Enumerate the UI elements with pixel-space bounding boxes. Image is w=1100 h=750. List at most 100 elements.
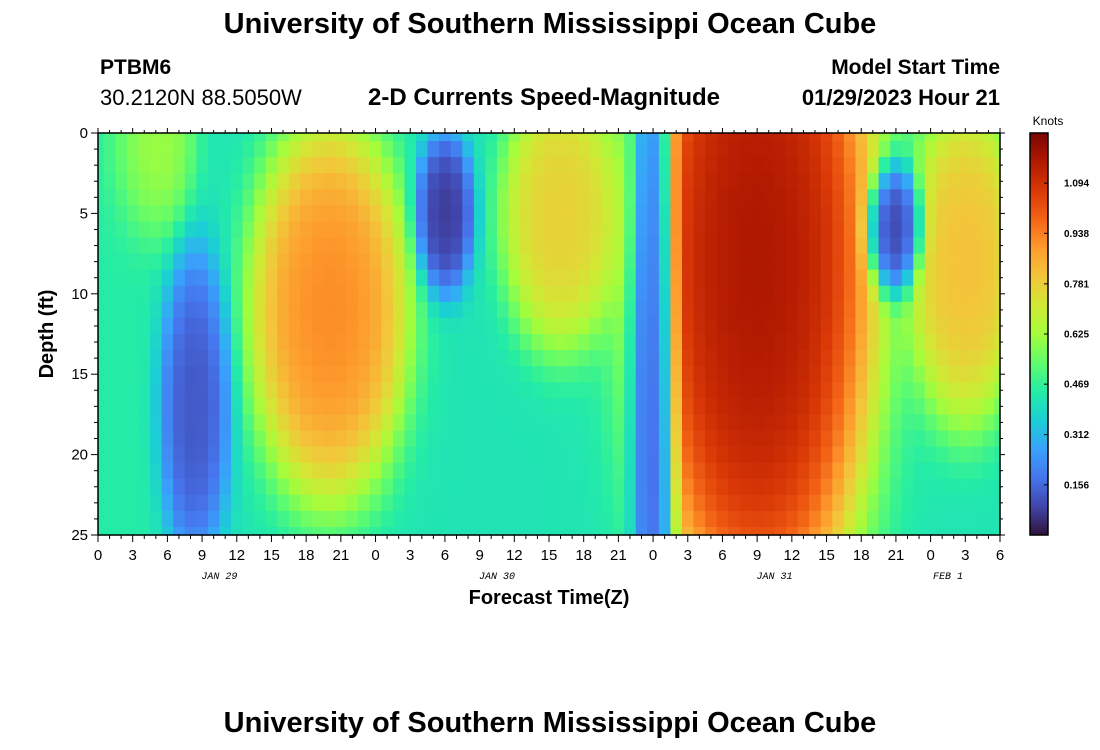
heatmap-cell xyxy=(936,446,949,464)
heatmap-cell xyxy=(323,526,336,536)
heatmap-cell xyxy=(531,446,544,464)
heatmap-cell xyxy=(554,478,567,496)
heatmap-cell xyxy=(115,317,128,335)
heatmap-cell xyxy=(774,133,787,142)
heatmap-cell xyxy=(335,173,348,190)
heatmap-cell xyxy=(392,478,406,496)
heatmap-cell xyxy=(820,478,833,496)
heatmap-cell xyxy=(300,494,313,512)
heatmap-cell xyxy=(786,285,799,303)
heatmap-cell xyxy=(786,301,799,319)
heatmap-cell xyxy=(184,478,197,496)
heatmap-cell xyxy=(635,285,648,303)
heatmap-cell xyxy=(115,382,128,399)
heatmap-cell xyxy=(173,526,186,536)
heatmap-cell xyxy=(126,430,140,448)
heatmap-cell xyxy=(658,334,672,351)
heatmap-cell xyxy=(739,478,752,496)
heatmap-cell xyxy=(716,462,729,480)
heatmap-cell xyxy=(577,141,591,158)
heatmap-cell xyxy=(670,285,683,303)
heatmap-cell xyxy=(867,334,880,351)
heatmap-cell xyxy=(207,366,221,383)
heatmap-cell xyxy=(161,189,174,206)
heatmap-cell xyxy=(624,494,637,512)
heatmap-cell xyxy=(369,510,382,528)
heatmap-cell xyxy=(103,350,116,367)
heatmap-cell xyxy=(346,133,359,142)
y-tick-label: 25 xyxy=(71,527,88,544)
heatmap-cell xyxy=(358,205,371,223)
heatmap-cell xyxy=(138,205,151,223)
heatmap-cell xyxy=(98,382,105,399)
heatmap-cell xyxy=(161,301,174,319)
heatmap-cell xyxy=(867,382,880,399)
heatmap-cell xyxy=(901,382,914,399)
heatmap-cell xyxy=(809,301,822,319)
heatmap-cell xyxy=(485,205,498,223)
heatmap-cell xyxy=(531,334,544,351)
heatmap-cell xyxy=(670,269,683,287)
heatmap-cell xyxy=(924,526,937,536)
heatmap-cell xyxy=(531,285,544,303)
heatmap-cell xyxy=(913,494,926,512)
heatmap-cell xyxy=(913,253,926,271)
heatmap-cell xyxy=(369,478,382,496)
heatmap-cell xyxy=(138,173,151,190)
heatmap-cell xyxy=(196,414,209,432)
heatmap-cell xyxy=(404,414,417,432)
heatmap-cell xyxy=(103,157,116,174)
heatmap-cell xyxy=(207,317,221,335)
heatmap-cell xyxy=(681,494,695,512)
heatmap-cell xyxy=(103,269,116,287)
heatmap-cell xyxy=(311,189,325,206)
heatmap-cell xyxy=(543,285,556,303)
date-label: JAN 29 xyxy=(201,572,237,583)
heatmap-cell xyxy=(323,189,336,206)
heatmap-cell xyxy=(335,478,348,496)
heatmap-cell xyxy=(98,414,105,432)
y-tick-label: 20 xyxy=(71,447,88,464)
heatmap-cell xyxy=(774,510,787,528)
heatmap-cell xyxy=(404,334,417,351)
heatmap-cell xyxy=(543,398,556,415)
heatmap-cell xyxy=(98,430,105,448)
heatmap-cell xyxy=(832,285,845,303)
heatmap-cell xyxy=(670,157,683,174)
heatmap-cell xyxy=(416,350,429,367)
heatmap-cell xyxy=(647,189,660,206)
heatmap-cell xyxy=(496,494,510,512)
heatmap-cell xyxy=(138,253,151,271)
heatmap-cell xyxy=(150,462,163,480)
heatmap-cell xyxy=(508,334,521,351)
heatmap-cell xyxy=(98,133,105,142)
heatmap-cell xyxy=(971,269,984,287)
heatmap-cell xyxy=(369,350,382,367)
heatmap-cell xyxy=(150,253,163,271)
heatmap-cell xyxy=(878,133,891,142)
heatmap-cell xyxy=(473,133,486,142)
heatmap-cell xyxy=(971,334,984,351)
heatmap-cell xyxy=(681,382,695,399)
heatmap-cell xyxy=(705,430,718,448)
heatmap-cell xyxy=(554,382,567,399)
heatmap-cell xyxy=(843,285,857,303)
heatmap-cell xyxy=(450,141,463,158)
heatmap-cell xyxy=(520,221,533,239)
heatmap-cell xyxy=(797,301,810,319)
heatmap-cell xyxy=(670,141,683,158)
heatmap-cell xyxy=(496,189,510,206)
x-axis: 0 3 6 9 12 15 18 21 0 3 6 9 12 15 18 21 0 3 6 9 12 15 18 21 0 3 6J… xyxy=(94,128,1004,583)
x-tick-label: 3 xyxy=(129,547,137,564)
heatmap-cell xyxy=(971,494,984,512)
heatmap-cell xyxy=(728,366,741,383)
heatmap-cell xyxy=(173,430,186,448)
heatmap-cell xyxy=(832,157,845,174)
heatmap-cell xyxy=(924,189,937,206)
heatmap-cell xyxy=(901,189,914,206)
heatmap-cell xyxy=(774,205,787,223)
heatmap-cell xyxy=(566,253,579,271)
heatmap-cell xyxy=(901,510,914,528)
heatmap-cell xyxy=(843,269,857,287)
heatmap-cell xyxy=(577,446,591,464)
